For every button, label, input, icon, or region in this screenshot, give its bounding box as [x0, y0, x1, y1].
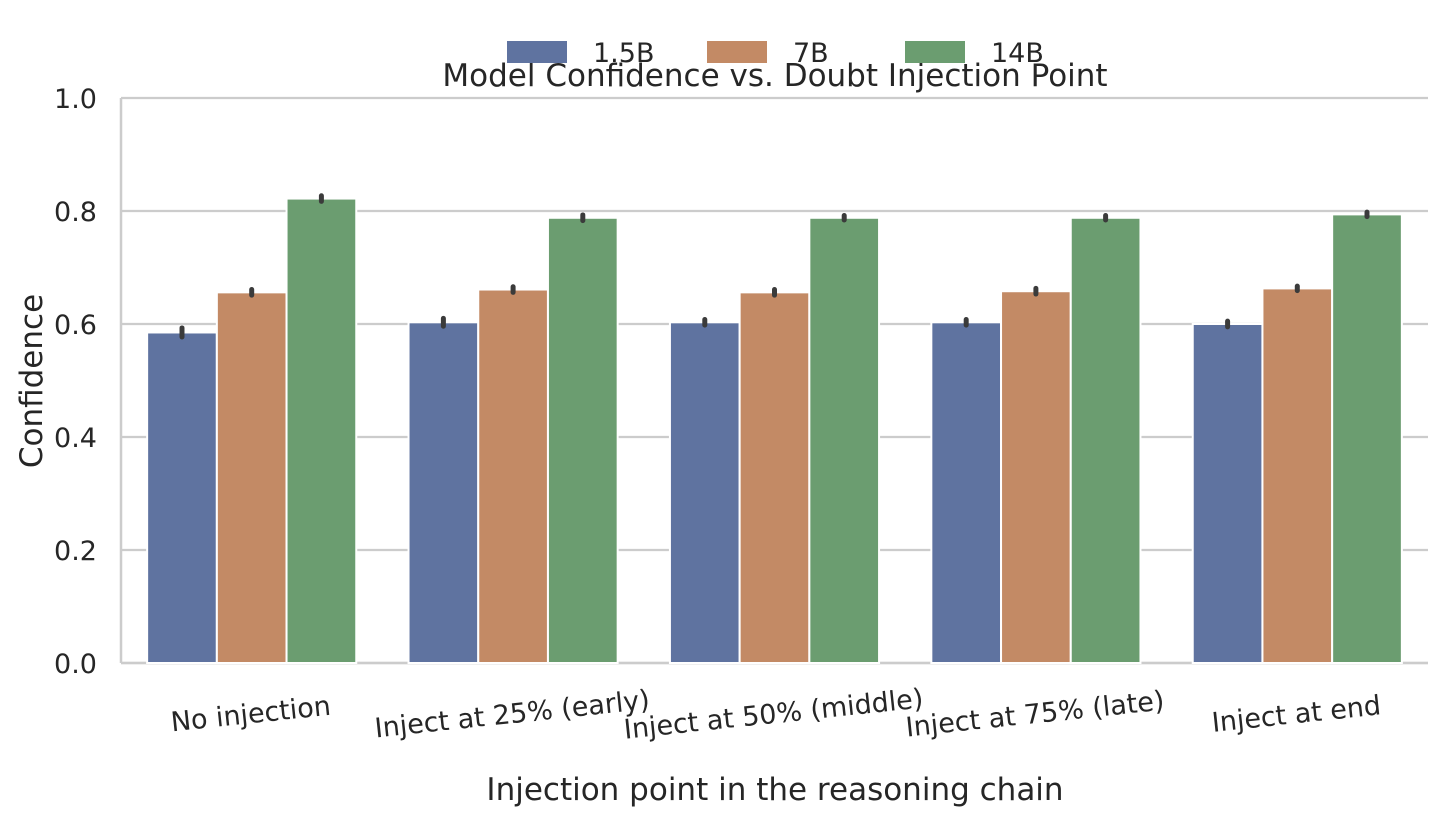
y-tick-label: 0.2	[54, 536, 97, 567]
y-tick-label: 0.0	[54, 649, 97, 680]
chart-title: Model Confidence vs. Doubt Injection Poi…	[442, 58, 1107, 94]
x-tick-label: Inject at end	[1210, 690, 1382, 739]
y-tick-label: 0.6	[54, 310, 97, 341]
bar	[215, 291, 288, 664]
bar	[1000, 290, 1072, 664]
legend: 1.5B 7B 14B	[507, 38, 1044, 69]
bar	[668, 321, 741, 664]
bar	[808, 216, 881, 664]
bar	[146, 331, 218, 664]
bar	[407, 321, 480, 664]
legend-label: 1.5B	[593, 38, 654, 69]
x-tick-label: No injection	[169, 691, 332, 739]
y-tick-label: 0.8	[54, 197, 97, 228]
y-tick-label: 1.0	[54, 84, 97, 115]
bar	[546, 216, 619, 664]
legend-swatch	[905, 41, 965, 63]
bar	[1069, 216, 1142, 664]
legend-label: 14B	[991, 38, 1044, 69]
y-axis-label: Confidence	[14, 294, 50, 468]
bar	[285, 197, 358, 664]
bar	[930, 321, 1003, 664]
legend-label: 7B	[793, 38, 829, 69]
bar	[1331, 213, 1403, 664]
legend-swatch	[507, 41, 567, 63]
bar	[738, 291, 811, 664]
bar	[1261, 287, 1334, 664]
x-axis-label: Injection point in the reasoning chain	[486, 772, 1063, 808]
y-tick-label: 0.4	[54, 423, 97, 454]
x-tick-label: Inject at 50% (middle)	[622, 683, 924, 745]
bar	[477, 288, 549, 664]
bars	[146, 193, 1403, 664]
x-tick-label: Inject at 75% (late)	[904, 686, 1166, 744]
legend-swatch	[707, 41, 767, 63]
bar	[1191, 323, 1264, 664]
x-tick-label: Inject at 25% (early)	[373, 685, 651, 745]
